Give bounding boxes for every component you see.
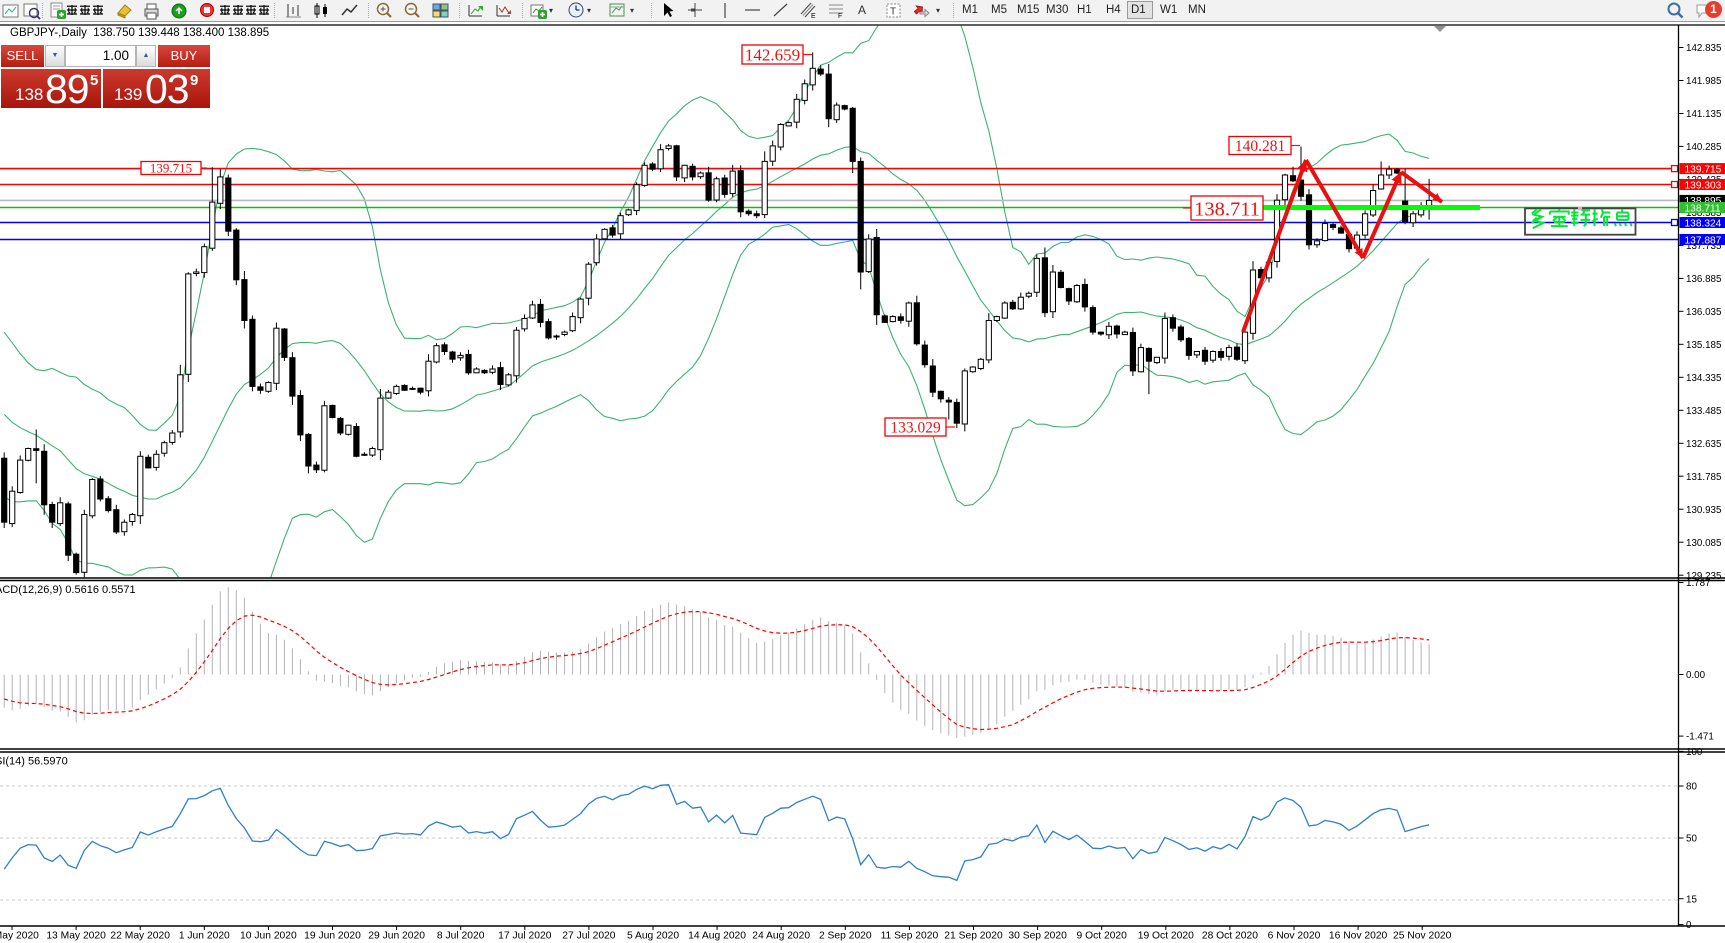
- svg-text:138.895: 138.895: [1685, 196, 1722, 207]
- svg-text:137.735: 137.735: [1686, 241, 1722, 252]
- svg-text:11 Sep 2020: 11 Sep 2020: [881, 931, 939, 942]
- svg-text:25 Nov 2020: 25 Nov 2020: [1393, 931, 1452, 942]
- svg-text:27 Jul 2020: 27 Jul 2020: [562, 931, 616, 942]
- svg-text:142.835: 142.835: [1686, 43, 1722, 54]
- svg-text:10 Jun 2020: 10 Jun 2020: [240, 931, 297, 942]
- svg-text:130.935: 130.935: [1686, 505, 1722, 516]
- svg-text:1 Jun 2020: 1 Jun 2020: [179, 931, 230, 942]
- svg-text:132.635: 132.635: [1686, 439, 1722, 450]
- svg-text:16 Nov 2020: 16 Nov 2020: [1329, 931, 1388, 942]
- svg-text:80: 80: [1686, 782, 1697, 793]
- svg-text:140.281: 140.281: [1235, 138, 1285, 155]
- svg-text:131.785: 131.785: [1686, 472, 1722, 483]
- svg-text:141.985: 141.985: [1686, 76, 1722, 87]
- svg-text:1.787: 1.787: [1686, 578, 1711, 589]
- svg-text:141.135: 141.135: [1686, 109, 1722, 120]
- svg-text:2 Sep 2020: 2 Sep 2020: [819, 931, 872, 942]
- svg-text:ACD(12,26,9) 0.5616 0.5571: ACD(12,26,9) 0.5616 0.5571: [0, 584, 136, 596]
- svg-text:136.885: 136.885: [1686, 274, 1722, 285]
- svg-text:50: 50: [1686, 834, 1697, 845]
- svg-text:138.324: 138.324: [1685, 218, 1722, 229]
- svg-text:142.659: 142.659: [745, 46, 800, 65]
- svg-text:139.715: 139.715: [1685, 164, 1722, 175]
- svg-text:17 Jul 2020: 17 Jul 2020: [498, 931, 552, 942]
- svg-text:137.887: 137.887: [1685, 235, 1722, 246]
- svg-text:0.00: 0.00: [1686, 670, 1706, 681]
- svg-text:9 Oct 2020: 9 Oct 2020: [1077, 931, 1128, 942]
- svg-text:22 May 2020: 22 May 2020: [110, 931, 170, 942]
- svg-text:4 May 2020: 4 May 2020: [0, 931, 39, 942]
- svg-text:E: E: [811, 13, 816, 20]
- svg-text:100: 100: [1686, 747, 1703, 758]
- svg-text:133.485: 133.485: [1686, 406, 1722, 417]
- svg-text:28 Oct 2020: 28 Oct 2020: [1202, 931, 1258, 942]
- svg-text:138.711: 138.711: [1685, 203, 1721, 214]
- svg-text:129.235: 129.235: [1686, 571, 1722, 582]
- svg-text:130.085: 130.085: [1686, 538, 1722, 549]
- svg-text:138.585: 138.585: [1686, 208, 1722, 219]
- svg-text:24 Aug 2020: 24 Aug 2020: [752, 931, 810, 942]
- svg-text:140.285: 140.285: [1686, 142, 1722, 153]
- svg-text:0: 0: [1686, 920, 1692, 931]
- svg-text:8 Jul 2020: 8 Jul 2020: [437, 931, 485, 942]
- svg-text:T: T: [890, 7, 896, 18]
- svg-text:F: F: [838, 13, 842, 20]
- svg-text:134.335: 134.335: [1686, 373, 1722, 384]
- svg-text:133.029: 133.029: [890, 420, 941, 437]
- svg-text:5 Aug 2020: 5 Aug 2020: [627, 931, 679, 942]
- svg-text:139.715: 139.715: [150, 161, 192, 176]
- svg-text:15: 15: [1686, 894, 1697, 905]
- svg-text:6 Nov 2020: 6 Nov 2020: [1268, 931, 1321, 942]
- svg-text:139.303: 139.303: [1685, 180, 1722, 191]
- svg-text:30 Sep 2020: 30 Sep 2020: [1008, 931, 1067, 942]
- svg-text:-1.471: -1.471: [1686, 732, 1714, 743]
- svg-text:138.711: 138.711: [1194, 198, 1260, 220]
- svg-text:19 Oct 2020: 19 Oct 2020: [1138, 931, 1194, 942]
- svg-text:14 Aug 2020: 14 Aug 2020: [688, 931, 746, 942]
- svg-text:21 Sep 2020: 21 Sep 2020: [944, 931, 1003, 942]
- svg-text:19 Jun 2020: 19 Jun 2020: [304, 931, 361, 942]
- svg-text:136.035: 136.035: [1686, 307, 1722, 318]
- svg-text:SI(14) 56.5970: SI(14) 56.5970: [0, 756, 68, 768]
- svg-text:135.185: 135.185: [1686, 340, 1722, 351]
- svg-text:29 Jun 2020: 29 Jun 2020: [368, 931, 425, 942]
- svg-text:13 May 2020: 13 May 2020: [46, 931, 106, 942]
